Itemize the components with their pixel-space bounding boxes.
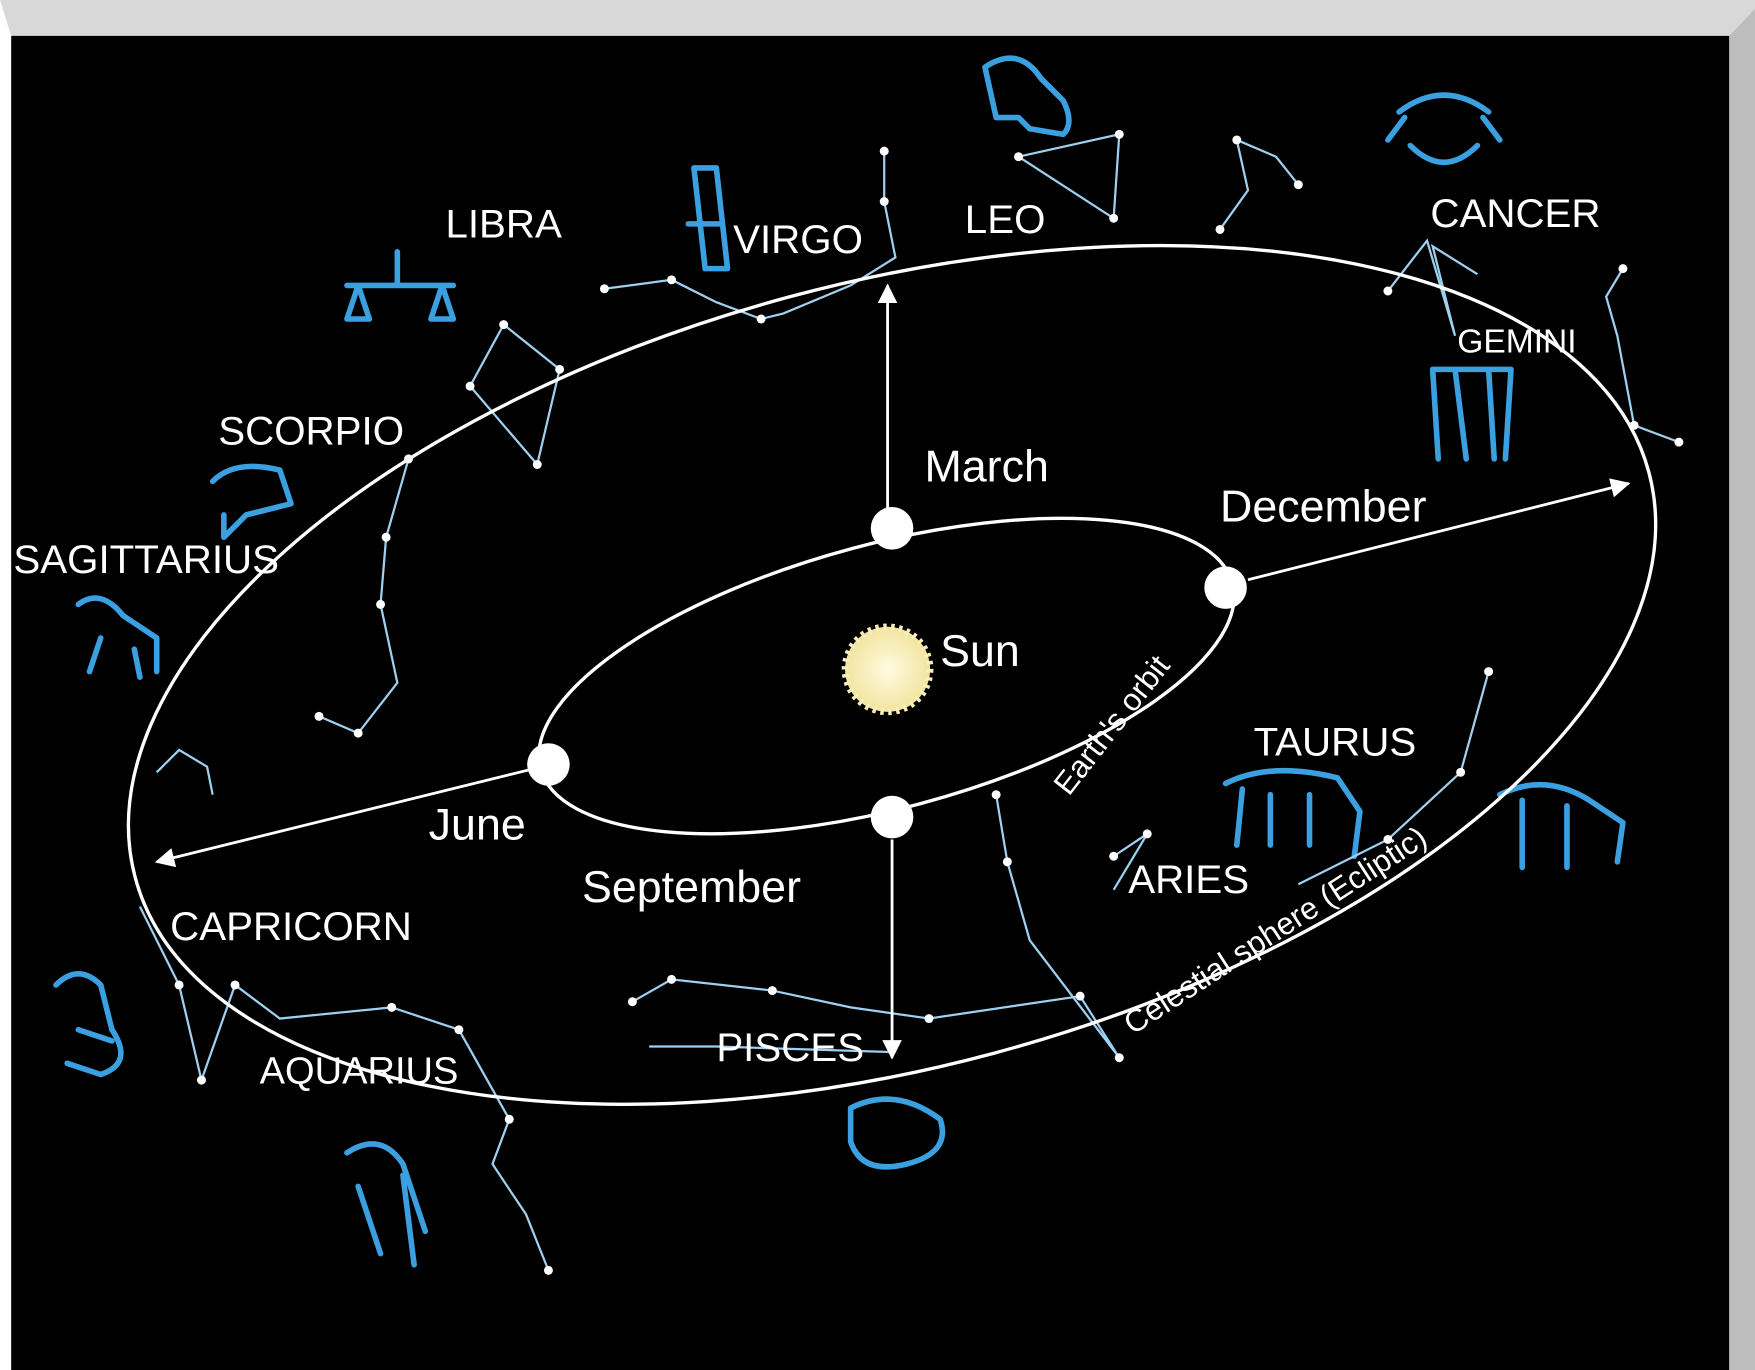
constellation-label: PISCES: [716, 1025, 864, 1070]
frame-side: [1729, 8, 1755, 1370]
sun: [841, 623, 934, 716]
constellation-label: LEO: [965, 197, 1046, 242]
constellation-stars: [138, 129, 1684, 1275]
constellation-label: TAURUS: [1254, 720, 1417, 765]
constellation-label: LIBRA: [445, 201, 562, 246]
constellation-label: SCORPIO: [218, 408, 404, 453]
month-label: June: [429, 799, 526, 849]
constellation-label: SAGITTARIUS: [13, 537, 279, 582]
constellation-label: CANCER: [1430, 191, 1600, 236]
constellation-label: CAPRICORN: [170, 904, 412, 949]
arrows: [154, 283, 1631, 1060]
constellation-figures: [53, 55, 1626, 1268]
constellation-label: ARIES: [1128, 857, 1249, 902]
constellation-label: GEMINI: [1457, 324, 1576, 361]
ecliptic: [126, 243, 1658, 1106]
sun-label: Sun: [940, 626, 1020, 676]
constellation-label: VIRGO: [733, 217, 863, 262]
month-label: December: [1220, 482, 1427, 532]
month-label: March: [925, 441, 1049, 491]
constellation-label: AQUARIUS: [260, 1050, 459, 1092]
earth-positions: [527, 507, 1247, 839]
month-label: September: [582, 862, 801, 912]
